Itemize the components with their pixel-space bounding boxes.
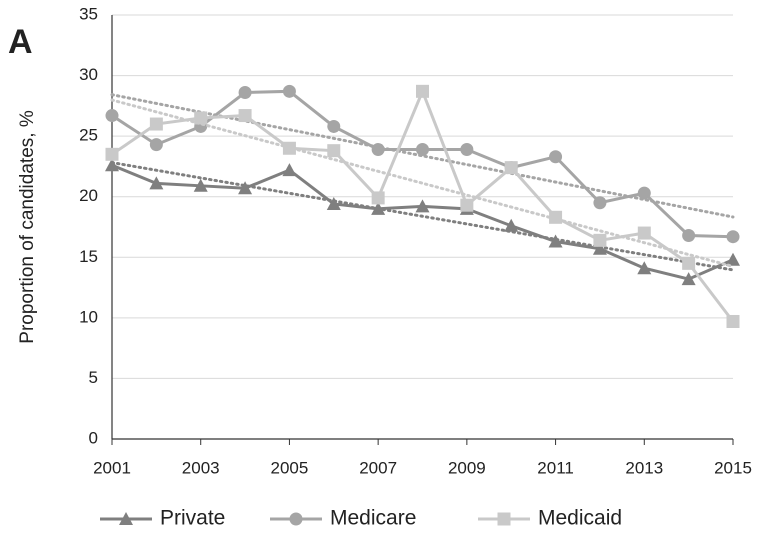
data-point <box>504 161 518 175</box>
panel-label: A <box>8 23 33 61</box>
legend-item: Medicare <box>270 507 416 530</box>
data-point <box>549 210 563 224</box>
y-tick-label: 30 <box>79 65 98 84</box>
data-point <box>371 201 386 215</box>
x-tick-label: 2011 <box>537 458 574 477</box>
data-point <box>416 84 429 98</box>
data-point <box>105 147 119 161</box>
data-point <box>371 191 385 205</box>
legend-marker <box>289 512 303 526</box>
data-point <box>504 218 519 232</box>
data-point <box>548 234 563 248</box>
data-point <box>371 142 385 156</box>
data-point <box>282 141 296 155</box>
y-tick-label: 35 <box>79 4 98 23</box>
y-tick-label: 0 <box>89 428 98 447</box>
data-point <box>637 261 652 275</box>
data-point <box>593 233 607 247</box>
x-tick-label: 2015 <box>714 458 752 477</box>
data-point <box>327 144 341 158</box>
x-tick-label: 2007 <box>359 458 397 477</box>
x-tick-label: 2009 <box>448 458 486 477</box>
data-point <box>416 142 429 156</box>
data-point <box>327 119 341 133</box>
data-point <box>460 198 474 212</box>
y-tick-label: 10 <box>79 307 98 326</box>
legend-label: Medicare <box>330 507 416 530</box>
data-point <box>682 228 696 242</box>
x-tick-label: 2005 <box>271 458 309 477</box>
y-tick-label: 25 <box>79 126 98 145</box>
y-axis-title: Proportion of candidates, % <box>17 110 38 344</box>
y-tick-label: 5 <box>89 368 98 387</box>
data-point <box>592 241 607 255</box>
x-tick-label: 2013 <box>625 458 663 477</box>
y-tick-label: 15 <box>79 247 98 266</box>
data-point <box>415 199 430 213</box>
data-point <box>149 176 164 190</box>
trend-line <box>110 161 735 272</box>
x-tick-label: 2003 <box>182 458 220 477</box>
y-tick-label: 20 <box>79 186 98 205</box>
legend-item: Medicaid <box>478 507 622 530</box>
data-point <box>194 111 208 125</box>
legend-item: Private <box>100 507 225 530</box>
data-point <box>149 138 163 152</box>
legend-label: Private <box>160 507 225 530</box>
data-point <box>282 84 296 98</box>
data-point <box>637 186 651 200</box>
data-point <box>460 142 474 156</box>
data-point <box>326 196 341 210</box>
data-point <box>726 230 740 244</box>
data-point <box>193 178 208 192</box>
data-point <box>726 314 740 328</box>
data-point <box>593 196 607 210</box>
x-tick-label: 2001 <box>93 458 131 477</box>
trend-line <box>110 98 735 268</box>
data-point <box>682 256 696 270</box>
data-point <box>238 109 252 123</box>
data-point <box>149 117 163 131</box>
data-point <box>238 86 252 100</box>
data-point <box>549 150 563 164</box>
legend-label: Medicaid <box>538 507 622 530</box>
data-point <box>637 226 651 240</box>
legend-marker <box>497 512 511 526</box>
legend-marker <box>119 512 133 525</box>
data-point <box>726 252 740 266</box>
data-point <box>238 181 253 195</box>
data-point <box>282 163 297 177</box>
data-point <box>105 109 119 123</box>
data-point <box>681 272 696 286</box>
data-point <box>105 158 119 172</box>
